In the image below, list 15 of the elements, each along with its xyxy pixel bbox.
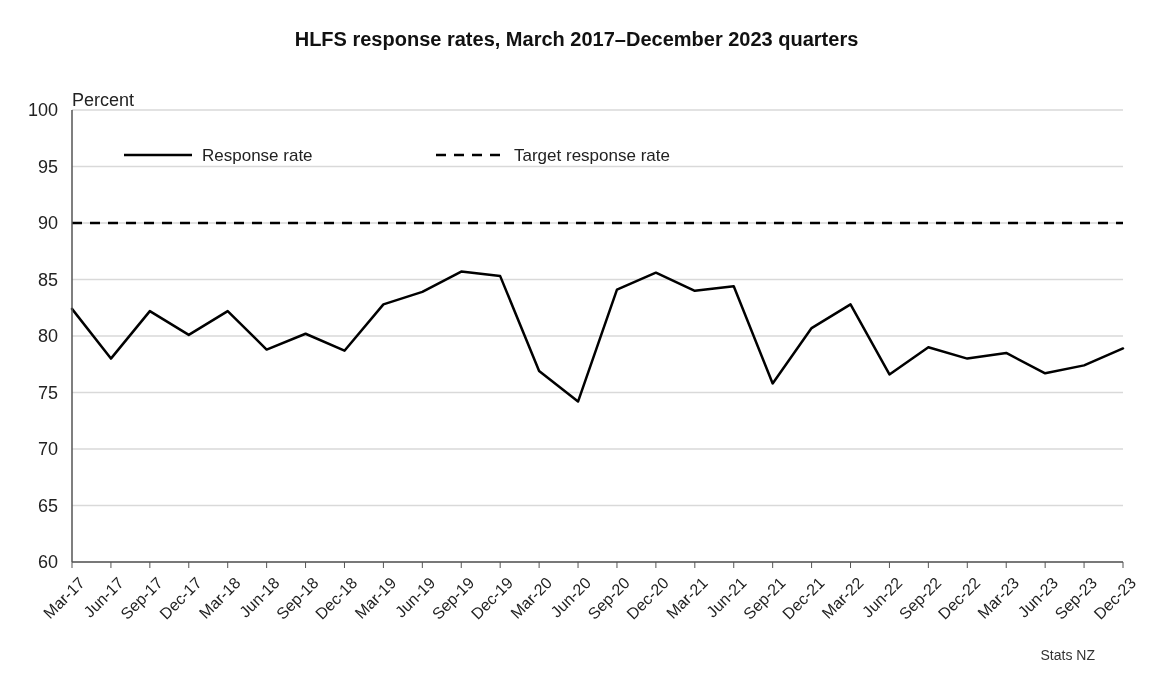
y-tick-label: 75 (37, 382, 58, 403)
y-tick-label: 85 (37, 269, 58, 290)
legend-label: Response rate (202, 145, 313, 165)
y-tick-label: 95 (37, 156, 58, 177)
y-tick-label: 65 (37, 495, 58, 516)
y-tick-label: 80 (37, 326, 58, 347)
line-series (70, 270, 1125, 403)
chart-title: HLFS response rates, March 2017–December 2023 quarters (294, 28, 859, 50)
text: Stats NZ (1040, 647, 1096, 663)
y-tick-label: 60 (37, 552, 58, 573)
y-tick-label: 70 (37, 439, 58, 460)
y-tick-label: 100 (27, 100, 58, 121)
y-tick-label: 90 (37, 213, 58, 234)
y-axis-title: Percent (72, 90, 135, 110)
legend-label: Target response rate (514, 145, 670, 165)
